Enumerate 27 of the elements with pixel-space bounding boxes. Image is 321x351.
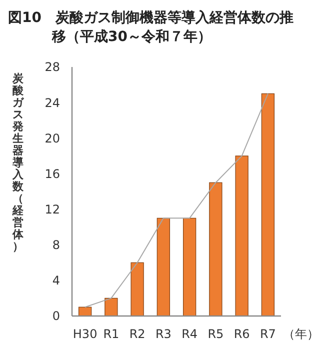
x-tick-label: R7: [260, 327, 276, 341]
y-tick-label: 0: [52, 309, 60, 324]
bar: [209, 182, 222, 316]
text: 炭酸ガス発生器導入数（経営体）: [12, 72, 24, 253]
x-tick-label: R4: [182, 327, 198, 341]
line-series: [84, 93, 268, 308]
y-tick-label: 20: [44, 131, 60, 146]
y-tick-label: 8: [52, 238, 60, 252]
chart-title: 図10 炭酸ガス制御機器等導入経営体数の推移（平成30～令和７年）: [8, 9, 294, 45]
y-tick-label: 16: [44, 166, 60, 181]
x-tick-label: R6: [234, 327, 250, 341]
bar: [104, 298, 118, 316]
y-tick-label: 4: [52, 274, 60, 288]
bar: [156, 218, 170, 316]
x-tick-label: R2: [129, 327, 146, 341]
bar: [235, 156, 248, 316]
x-axis-title: （年）: [283, 327, 319, 341]
x-tick-label: R1: [103, 327, 120, 341]
x-tick-label: H30: [72, 327, 98, 341]
y-tick-label: 24: [44, 96, 60, 110]
x-tick-label: R3: [155, 327, 172, 341]
bar: [261, 93, 275, 316]
y-tick-label: 28: [44, 60, 60, 74]
y-tick-label: 12: [44, 202, 60, 216]
bar: [182, 218, 196, 316]
x-tick-label: R5: [208, 327, 224, 341]
bar: [130, 262, 144, 316]
